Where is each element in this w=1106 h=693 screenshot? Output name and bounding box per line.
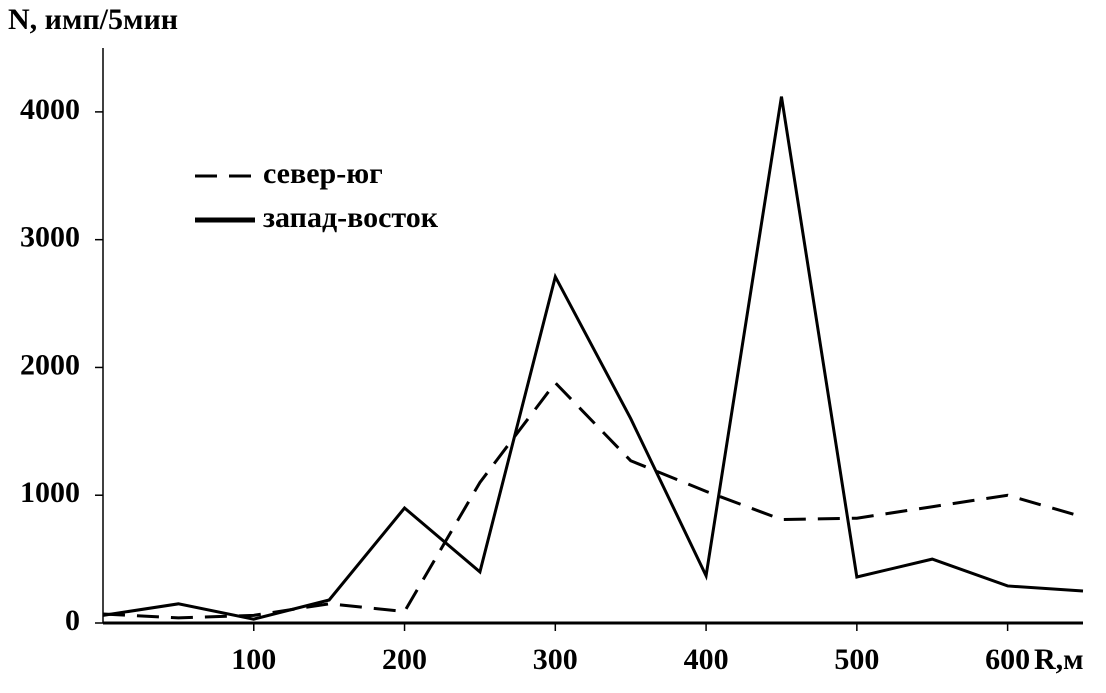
y-tick-label: 4000: [20, 93, 80, 126]
x-tick-label: 200: [382, 643, 427, 676]
y-tick-label: 1000: [20, 476, 80, 509]
legend-label: запад-восток: [263, 201, 439, 234]
x-tick-label: 600: [985, 643, 1030, 676]
x-tick-label: 500: [834, 643, 879, 676]
x-tick-label: 100: [231, 643, 276, 676]
x-axis-label: R,м: [1034, 643, 1084, 676]
x-tick-label: 300: [533, 643, 578, 676]
y-tick-label: 0: [65, 604, 80, 637]
legend-label: север-юг: [263, 157, 383, 190]
series-line: [102, 96, 1084, 621]
series-line: [102, 380, 1084, 620]
x-tick-label: 400: [684, 643, 729, 676]
y-tick-label: 3000: [20, 221, 80, 254]
y-tick-label: 2000: [20, 348, 80, 381]
y-axis-label: N, имп/5мин: [8, 3, 178, 36]
